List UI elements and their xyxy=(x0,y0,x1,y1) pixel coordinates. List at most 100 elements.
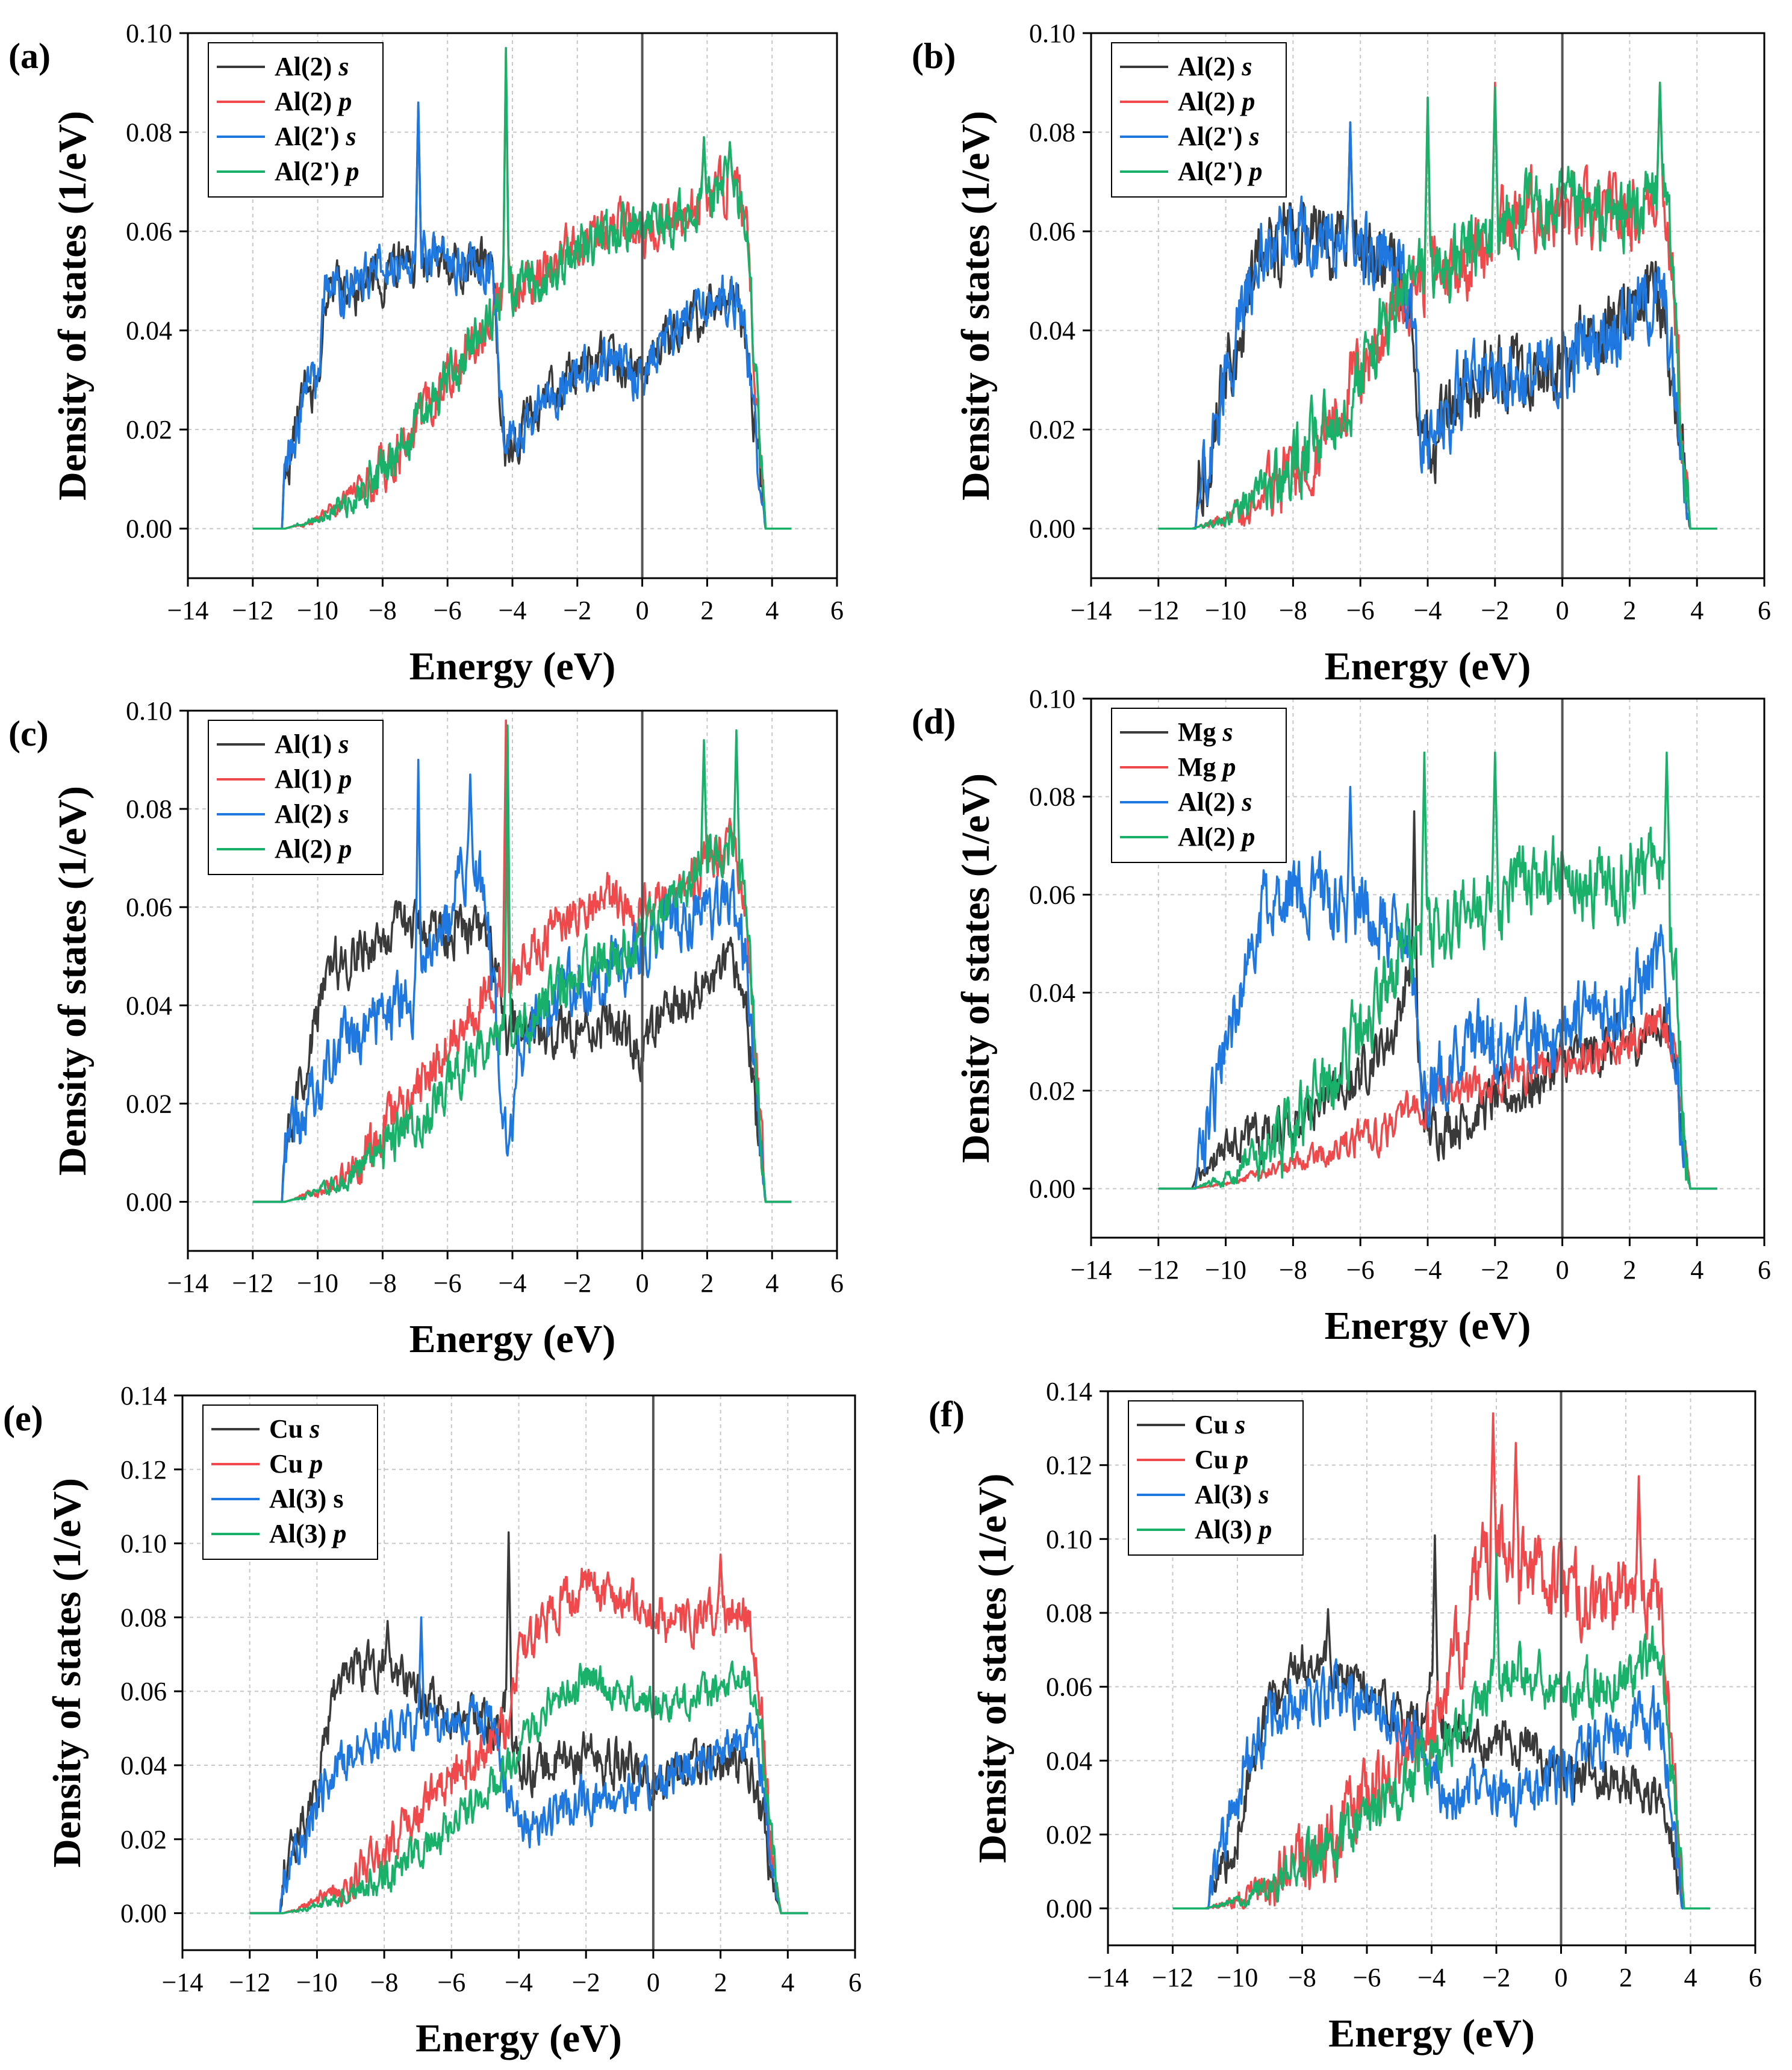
y-tick-label: 0.04 xyxy=(126,991,172,1020)
legend-label-orbital: s xyxy=(1241,787,1252,817)
x-tick-label: −4 xyxy=(1414,1255,1442,1285)
x-tick-label: 4 xyxy=(765,596,779,625)
legend: Al(1) sAl(1) pAl(2) sAl(2) p xyxy=(208,720,384,875)
legend-label-orbital: s xyxy=(1258,1480,1269,1509)
series-line-green xyxy=(1172,1553,1711,1910)
legend-label-base: Mg xyxy=(1178,752,1223,782)
legend-label: Al(2') s xyxy=(275,122,356,151)
y-tick-label: 0.10 xyxy=(1029,19,1075,48)
legend-label-base: Mg xyxy=(1178,717,1223,747)
y-tick-label: 0.10 xyxy=(1046,1524,1092,1554)
legend-label-orbital: s xyxy=(1249,122,1260,151)
x-tick-label: 0 xyxy=(1555,1963,1568,1992)
legend-label-base: Al(2') xyxy=(275,122,346,151)
legend-label: Al(2') p xyxy=(1178,157,1263,186)
x-tick-label: 4 xyxy=(1690,1255,1703,1285)
y-tick-label: 0.02 xyxy=(126,415,172,444)
series-line-blue xyxy=(249,1616,809,1915)
legend-label: Al(2) p xyxy=(275,834,352,864)
panel-e: −14 −12 −10 −8 −6 −4 −2 0 2 4 6 0.00 0.02 0.04 0.06 0.0… xyxy=(3,1381,862,2060)
y-tick-label: 0.12 xyxy=(1046,1451,1092,1480)
panel-d: −14 −12 −10 −8 −6 −4 −2 0 2 4 6 0.00 0.02 0.04 0.06 0.0… xyxy=(912,684,1771,1348)
legend-label-base: Cu xyxy=(1195,1410,1235,1439)
y-tick-label: 0.08 xyxy=(126,118,172,148)
x-axis-title: Energy (eV) xyxy=(1325,644,1531,688)
x-tick-label: −12 xyxy=(1137,596,1179,625)
legend: Mg s Mg p Al(2) s Al(2) p xyxy=(1111,708,1287,863)
legend-label: Al(2) p xyxy=(1178,822,1255,852)
legend-label-orbital: p xyxy=(1239,87,1255,116)
legend-label: Al(2) s xyxy=(275,799,349,829)
legend-label-base: Al(2) xyxy=(275,52,338,81)
legend-label-base: Al(3) xyxy=(1195,1480,1258,1509)
y-tick-label: 0.08 xyxy=(1029,118,1075,148)
legend-label-orbital: p xyxy=(336,87,352,116)
x-tick-label: 2 xyxy=(700,1268,714,1298)
y-tick-label: 0.02 xyxy=(120,1825,167,1854)
legend-label-orbital: s xyxy=(333,1484,343,1514)
x-tick-label: −4 xyxy=(505,1968,533,1997)
y-tick-label: 0.02 xyxy=(1029,1076,1075,1106)
legend-label-base: Al(2) xyxy=(275,87,338,116)
series-line-black xyxy=(1172,1534,1711,1910)
y-tick-label: 0.10 xyxy=(126,19,172,48)
legend: Cu sCu pAl(3) sAl(3) p xyxy=(202,1404,378,1560)
x-tick-label: −2 xyxy=(1481,1255,1509,1285)
x-tick-label: 6 xyxy=(1758,596,1771,625)
y-tick-label: 0.04 xyxy=(1046,1746,1092,1775)
x-tick-label: −8 xyxy=(369,596,397,625)
y-tick-label: 0.06 xyxy=(1029,880,1075,909)
legend-label: Mg s xyxy=(1178,717,1233,747)
legend-label: Mg p xyxy=(1178,752,1236,782)
legend-label-orbital: s xyxy=(338,799,349,829)
x-tick-label: 0 xyxy=(647,1968,660,1997)
legend-label-orbital: p xyxy=(307,1449,323,1479)
y-tick-label: 0.10 xyxy=(126,696,172,726)
x-axis-title: Energy (eV) xyxy=(409,644,616,688)
series-line-green xyxy=(249,1660,809,1915)
legend-label: Al(2') s xyxy=(1178,122,1260,151)
x-tick-label: −10 xyxy=(296,1968,338,1997)
legend-label-orbital: s xyxy=(338,729,349,759)
legend-label-base: Al(2') xyxy=(275,157,346,186)
legend-label: Al(2) s xyxy=(1178,52,1252,81)
y-tick-label: 0.00 xyxy=(1029,514,1075,544)
panel-label: (b) xyxy=(912,36,956,76)
y-axis-title: Density of states (1/eV) xyxy=(45,1478,89,1868)
y-tick-label: 0.14 xyxy=(1046,1377,1092,1406)
legend-label-orbital: p xyxy=(336,834,352,864)
x-tick-label: 6 xyxy=(1758,1255,1771,1285)
y-tick-label: 0.08 xyxy=(1046,1598,1092,1628)
x-tick-label: −10 xyxy=(1217,1963,1258,1992)
legend-label-orbital: p xyxy=(1247,157,1263,186)
y-tick-label: 0.04 xyxy=(120,1751,167,1780)
x-tick-label: 0 xyxy=(1556,1255,1569,1285)
x-tick-label: 4 xyxy=(1690,596,1703,625)
y-tick-label: 0.12 xyxy=(120,1455,167,1485)
x-tick-label: −14 xyxy=(1087,1963,1129,1992)
legend-label-base: Al(2') xyxy=(1178,157,1249,186)
y-tick-label: 0.06 xyxy=(1029,217,1075,246)
y-tick-label: 0.06 xyxy=(126,217,172,246)
panel-a: −14 −12 −10 −8 −6 −4 −2 0 2 4 6 0.00 0.02 0.04 0.06 0.0… xyxy=(8,19,844,688)
legend-label: Al(2) p xyxy=(1178,87,1255,116)
x-tick-label: 2 xyxy=(700,596,714,625)
x-tick-label: −14 xyxy=(1071,596,1112,625)
y-axis-title: Density of states (1/eV) xyxy=(954,773,998,1163)
legend-label-base: Al(3) xyxy=(1195,1515,1258,1544)
y-tick-label: 0.00 xyxy=(126,514,172,544)
legend-label-orbital: s xyxy=(1241,52,1252,81)
x-tick-label: 0 xyxy=(636,596,649,625)
legend-label-orbital: p xyxy=(1256,1515,1272,1544)
panel-label: (d) xyxy=(912,702,956,741)
y-tick-label: 0.06 xyxy=(126,893,172,922)
x-tick-label: −14 xyxy=(167,596,209,625)
x-axis-title: Energy (eV) xyxy=(409,1317,616,1361)
x-axis-title: Energy (eV) xyxy=(415,2016,622,2060)
y-tick-label: 0.02 xyxy=(1046,1820,1092,1850)
legend-label-base: Al(1) xyxy=(275,729,338,759)
legend-label-base: Al(2) xyxy=(1178,822,1242,852)
x-tick-label: −14 xyxy=(167,1268,209,1298)
y-tick-label: 0.04 xyxy=(1029,978,1075,1008)
x-tick-label: −2 xyxy=(1481,596,1509,625)
